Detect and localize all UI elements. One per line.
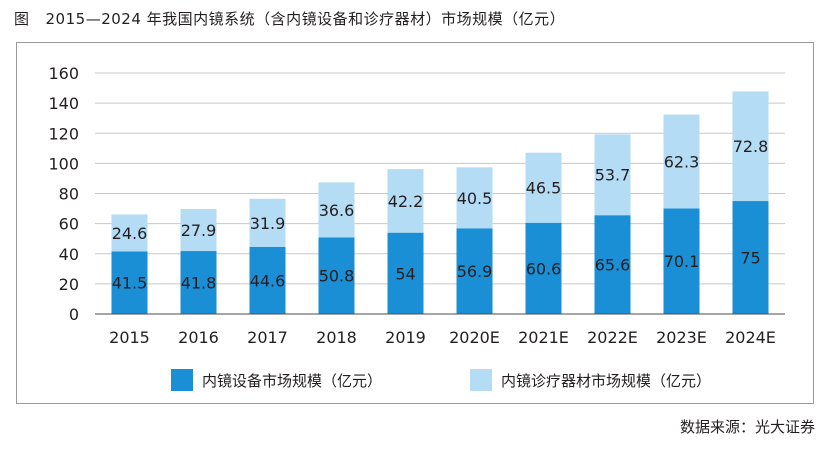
x-tick-label: 2024E — [725, 328, 776, 347]
bar-segment-consumables — [663, 114, 700, 209]
data-label-consumables: 53.7 — [595, 166, 631, 185]
x-tick-label: 2021E — [518, 328, 569, 347]
bar-segment-consumables — [318, 182, 355, 238]
chart-frame — [16, 42, 814, 404]
bar-segment-consumables — [387, 169, 424, 233]
y-tick-label: 60 — [59, 215, 79, 234]
bar-segment-consumables — [456, 167, 493, 229]
data-label-consumables: 27.9 — [181, 221, 217, 240]
bar-segment-equipment — [318, 237, 355, 314]
bar-segment-equipment — [663, 208, 700, 314]
data-label-consumables: 62.3 — [664, 152, 700, 171]
y-tick-label: 40 — [59, 245, 79, 264]
bar-segment-consumables — [111, 214, 148, 252]
legend-swatch-consumables — [470, 369, 492, 391]
y-tick-label: 100 — [48, 154, 79, 173]
bar-segment-equipment — [180, 251, 217, 314]
x-tick-label: 2015 — [109, 328, 150, 347]
bar-segment-equipment — [456, 228, 493, 314]
bar-segment-consumables — [525, 152, 562, 223]
data-label-consumables: 36.6 — [319, 201, 355, 220]
y-tick-label: 140 — [48, 94, 79, 113]
figure-label: 图 — [14, 10, 30, 28]
data-label-equipment: 44.6 — [250, 271, 286, 290]
y-tick-label: 120 — [48, 124, 79, 143]
legend-label-equipment: 内镜设备市场规模（亿元） — [202, 372, 382, 390]
bar-segment-equipment — [732, 201, 769, 314]
bar-segment-consumables — [594, 134, 631, 216]
data-label-equipment: 65.6 — [595, 256, 631, 275]
x-tick-label: 2016 — [178, 328, 219, 347]
data-label-consumables: 46.5 — [526, 179, 562, 198]
x-tick-label: 2020E — [449, 328, 500, 347]
data-label-equipment: 54 — [395, 264, 415, 283]
bar-segment-equipment — [387, 232, 424, 314]
data-label-equipment: 70.1 — [664, 252, 700, 271]
bar-segment-consumables — [732, 91, 769, 202]
data-label-equipment: 56.9 — [457, 262, 493, 281]
y-tick-label: 0 — [69, 305, 79, 324]
bar-segment-equipment — [594, 215, 631, 314]
data-label-consumables: 40.5 — [457, 189, 493, 208]
bar-segment-equipment — [525, 222, 562, 314]
data-label-consumables: 72.8 — [733, 137, 769, 156]
data-label-equipment: 50.8 — [319, 267, 355, 286]
legend-swatch-equipment — [171, 369, 193, 391]
y-tick-label: 80 — [59, 185, 79, 204]
figure-title: 图 2015—2024 年我国内镜系统（含内镜设备和诊疗器材）市场规模（亿元） — [14, 8, 565, 29]
y-tick-label: 20 — [59, 275, 79, 294]
figure-title-text: 2015—2024 年我国内镜系统（含内镜设备和诊疗器材）市场规模（亿元） — [45, 10, 566, 28]
bar-segment-equipment — [111, 251, 148, 314]
bar-segment-consumables — [249, 198, 286, 247]
data-label-consumables: 31.9 — [250, 214, 286, 233]
bar-segment-consumables — [180, 209, 217, 252]
data-label-consumables: 42.2 — [388, 192, 424, 211]
x-tick-label: 2019 — [385, 328, 426, 347]
x-tick-label: 2023E — [656, 328, 707, 347]
data-label-equipment: 41.8 — [181, 274, 217, 293]
data-source: 数据来源：光大证券 — [679, 418, 815, 436]
data-label-consumables: 24.6 — [112, 224, 148, 243]
x-tick-label: 2018 — [316, 328, 357, 347]
x-tick-label: 2017 — [247, 328, 288, 347]
y-tick-label: 160 — [48, 64, 79, 83]
x-tick-label: 2022E — [587, 328, 638, 347]
data-label-equipment: 41.5 — [112, 274, 148, 293]
bar-segment-equipment — [249, 246, 286, 314]
data-label-equipment: 60.6 — [526, 259, 562, 278]
legend-label-consumables: 内镜诊疗器材市场规模（亿元） — [501, 372, 711, 390]
data-label-equipment: 75 — [740, 249, 760, 268]
